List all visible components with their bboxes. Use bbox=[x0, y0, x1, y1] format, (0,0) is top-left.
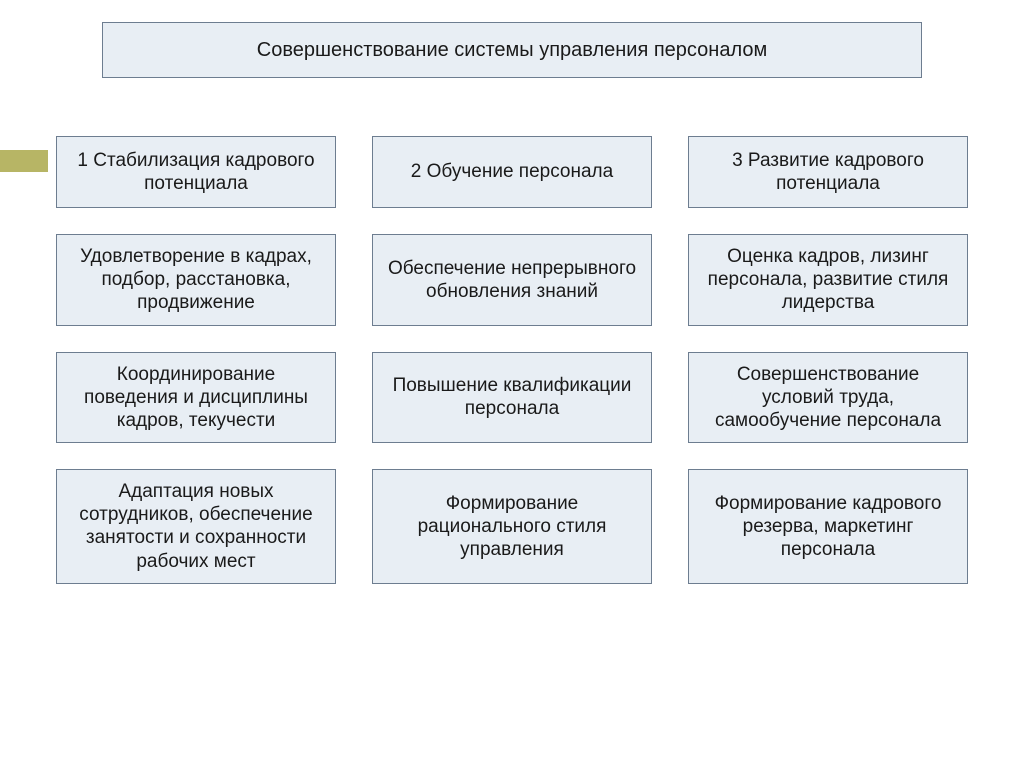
accent-bar bbox=[0, 150, 48, 172]
cell-0-1: Координирование поведения и дисциплины к… bbox=[56, 352, 336, 444]
diagram-page: Совершенствование системы управления пер… bbox=[0, 0, 1024, 767]
diagram-title: Совершенствование системы управления пер… bbox=[102, 22, 922, 78]
cell-2-0: Оценка кадров, лизинг персонала, развити… bbox=[688, 234, 968, 326]
cell-1-1: Повышение квалификации персонала bbox=[372, 352, 652, 444]
diagram-grid: 1 Стабилизация кадрового потенциала 2 Об… bbox=[0, 136, 1024, 584]
cell-2-2: Формирование кадрового резерва, маркетин… bbox=[688, 469, 968, 584]
cell-0-0: Удовлетворение в кадрах, подбор, расстан… bbox=[56, 234, 336, 326]
col-header-1: 2 Обучение персонала bbox=[372, 136, 652, 208]
cell-1-2: Формирование рационального стиля управле… bbox=[372, 469, 652, 584]
col-header-0: 1 Стабилизация кадрового потенциала bbox=[56, 136, 336, 208]
cell-2-1: Совершенствование условий труда, самообу… bbox=[688, 352, 968, 444]
cell-1-0: Обеспечение непрерывного обновления знан… bbox=[372, 234, 652, 326]
cell-0-2: Адаптация новых сотрудников, обеспечение… bbox=[56, 469, 336, 584]
col-header-2: 3 Развитие кадрового потенциала bbox=[688, 136, 968, 208]
